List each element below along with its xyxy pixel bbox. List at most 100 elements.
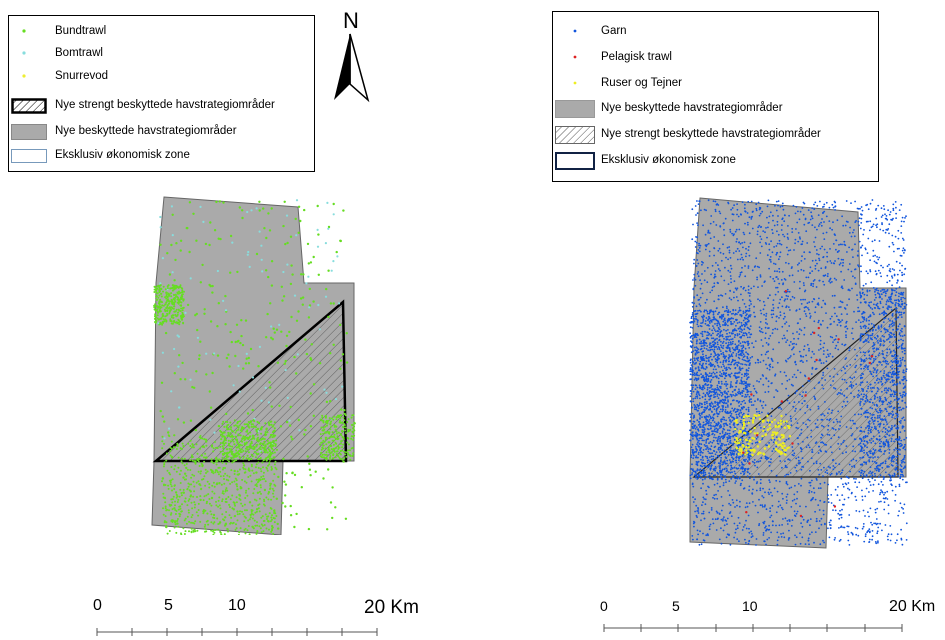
bundtrawl-point (260, 476, 263, 478)
garn-point (869, 220, 872, 223)
bundtrawl-point (244, 491, 247, 494)
legend-label: Nye beskyttede havstrategiområder (601, 102, 783, 114)
garn-point (833, 434, 836, 437)
bomtrawl-point (170, 390, 173, 393)
bundtrawl-point (238, 206, 241, 209)
bundtrawl-point (218, 200, 222, 203)
garn-point (745, 527, 748, 530)
bundtrawl-point (262, 444, 265, 446)
garn-point (756, 441, 759, 444)
garn-point (899, 262, 901, 264)
bundtrawl-point (193, 522, 196, 525)
garn-point (759, 241, 761, 244)
bundtrawl-point (239, 510, 241, 513)
bundtrawl-point (184, 500, 187, 503)
bundtrawl-point (243, 520, 246, 523)
garn-point (711, 403, 714, 405)
garn-point (893, 250, 895, 253)
bundtrawl-point (177, 466, 180, 469)
garn-point (806, 343, 809, 346)
garn-point (735, 385, 737, 388)
bundtrawl-point (284, 494, 287, 497)
bundtrawl-point (247, 356, 250, 360)
garn-point (716, 439, 718, 442)
garn-point (725, 256, 727, 259)
garn-point (854, 371, 857, 373)
right-map (689, 197, 908, 549)
garn-point (697, 460, 700, 463)
garn-point (778, 282, 781, 285)
garn-point (885, 228, 888, 231)
garn-point (723, 228, 725, 231)
garn-point (775, 436, 778, 438)
garn-point (818, 259, 821, 262)
garn-point (896, 247, 899, 250)
bundtrawl-point (186, 488, 189, 491)
garn-point (825, 231, 828, 234)
garn-point (770, 415, 773, 418)
bundtrawl-point (257, 365, 260, 368)
garn-point (838, 263, 841, 266)
garn-point (732, 430, 735, 433)
garn-point (751, 269, 754, 272)
garn-point (775, 479, 778, 482)
garn-point (770, 309, 773, 312)
garn-point (788, 378, 791, 381)
garn-point (902, 369, 905, 372)
garn-point (871, 345, 874, 348)
garn-point (833, 368, 836, 370)
bundtrawl-point (165, 291, 168, 294)
bundtrawl-point (256, 421, 259, 424)
garn-point (728, 246, 731, 248)
bundtrawl-point (238, 445, 241, 447)
bundtrawl-point (274, 484, 277, 487)
garn-point (863, 430, 866, 433)
garn-point (715, 262, 717, 264)
garn-point (816, 426, 819, 429)
garn-point (866, 252, 869, 254)
garn-point (888, 333, 891, 336)
bundtrawl-point (188, 201, 192, 204)
garn-point (727, 399, 729, 401)
bundtrawl-point (265, 459, 268, 462)
garn-point (795, 206, 798, 208)
bundtrawl-point (282, 457, 285, 461)
garn-point (756, 233, 759, 236)
garn-point (811, 366, 814, 369)
garn-point (790, 417, 792, 420)
garn-point (878, 501, 880, 503)
bundtrawl-point (229, 330, 232, 334)
garn-point (703, 539, 706, 542)
garn-point (782, 208, 785, 211)
bundtrawl-point (203, 460, 206, 463)
garn-point (871, 477, 874, 480)
garn-point (897, 229, 900, 232)
garn-point (856, 294, 858, 296)
bundtrawl-point (239, 434, 242, 437)
bundtrawl-point (197, 460, 200, 463)
garn-point (827, 353, 829, 356)
bundtrawl-point (237, 339, 240, 343)
garn-point (722, 252, 725, 255)
garn-point (742, 246, 744, 249)
bundtrawl-point (242, 513, 245, 516)
garn-point (829, 260, 832, 262)
garn-point (769, 335, 772, 337)
bundtrawl-point (161, 323, 164, 326)
garn-point (693, 262, 695, 265)
garn-point (834, 537, 836, 539)
garn-point (751, 227, 754, 230)
garn-point (842, 366, 845, 369)
bundtrawl-point (257, 507, 260, 510)
bundtrawl-point (330, 425, 333, 428)
bundtrawl-point (226, 421, 229, 423)
garn-point (770, 458, 772, 461)
garn-point (769, 256, 772, 258)
garn-point (834, 347, 837, 350)
bundtrawl-point (193, 490, 196, 493)
bundtrawl-point (269, 484, 272, 487)
bundtrawl-point (188, 530, 190, 533)
garn-point (825, 451, 828, 453)
garn-point (746, 221, 749, 224)
garn-point (879, 228, 882, 231)
